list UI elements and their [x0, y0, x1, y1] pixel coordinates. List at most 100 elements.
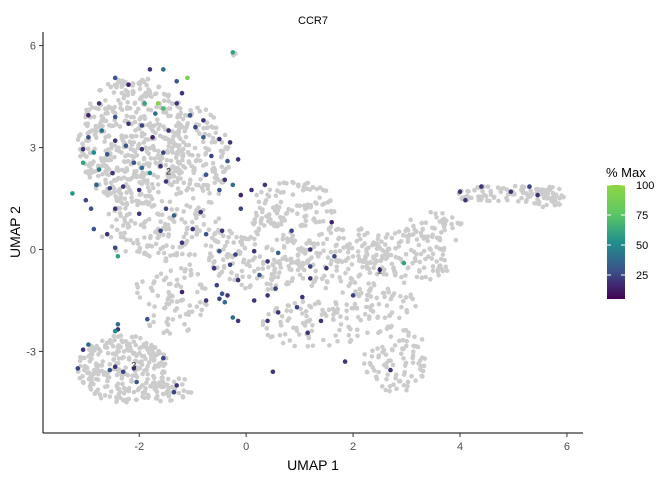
- cell-point: [99, 234, 105, 240]
- cell-point: [170, 150, 175, 155]
- cell-point: [160, 391, 166, 397]
- cell-point: [126, 224, 132, 229]
- cell-point: [349, 245, 355, 251]
- cell-point: [174, 192, 179, 197]
- cell-point: [290, 192, 296, 197]
- expressing-cell-point: [161, 106, 166, 111]
- cell-point: [147, 121, 153, 126]
- cell-point: [405, 383, 410, 389]
- cell-point: [129, 334, 135, 340]
- cell-point: [165, 322, 171, 328]
- cell-point: [208, 243, 214, 249]
- cell-point: [118, 231, 123, 236]
- cell-point: [141, 79, 147, 85]
- cell-point: [180, 251, 185, 257]
- cell-point: [156, 250, 161, 256]
- cell-point: [116, 386, 122, 392]
- cell-point: [175, 151, 181, 157]
- cell-point: [231, 240, 236, 245]
- cell-point: [385, 372, 391, 377]
- cell-point: [364, 297, 370, 303]
- cell-point: [121, 139, 127, 145]
- expressing-cell-point: [112, 75, 118, 81]
- cell-point: [336, 235, 342, 241]
- cell-point: [139, 133, 145, 139]
- cell-point: [182, 128, 188, 134]
- cell-point: [167, 331, 173, 336]
- cell-point: [155, 293, 161, 299]
- cell-point: [147, 188, 152, 194]
- cell-point: [419, 275, 425, 281]
- cell-point: [328, 261, 334, 267]
- cell-point: [348, 337, 354, 343]
- cell-point: [133, 342, 139, 348]
- cell-point: [273, 193, 279, 198]
- cell-point: [103, 118, 109, 124]
- cell-point: [341, 245, 347, 250]
- cell-point: [416, 361, 421, 366]
- cell-point: [520, 184, 525, 189]
- cell-point: [344, 308, 349, 314]
- cell-point: [387, 313, 392, 318]
- cell-point: [181, 180, 187, 185]
- cell-point: [147, 253, 152, 259]
- cell-point: [190, 187, 195, 192]
- expressing-cell-point: [86, 113, 91, 118]
- cell-point: [459, 196, 464, 201]
- cell-point: [291, 180, 296, 186]
- cell-point: [368, 362, 373, 368]
- cell-point: [259, 209, 265, 215]
- expressing-cell-point: [217, 136, 222, 142]
- cell-point: [307, 187, 313, 192]
- cell-point: [310, 343, 316, 349]
- cell-point: [287, 338, 293, 343]
- expressing-cell-point: [209, 153, 214, 159]
- cell-point: [122, 219, 128, 224]
- cell-point: [216, 191, 222, 197]
- expressing-cell-point: [190, 226, 195, 232]
- cell-point: [421, 248, 427, 254]
- expressing-cell-point: [235, 318, 241, 324]
- expressing-cell-point: [147, 67, 153, 72]
- expressing-cell-points: [70, 50, 540, 395]
- cell-point: [203, 286, 208, 291]
- cell-point: [491, 195, 497, 201]
- cell-point: [108, 180, 114, 186]
- cell-point: [161, 352, 167, 358]
- cell-point: [166, 144, 171, 149]
- cell-point: [275, 224, 280, 229]
- cell-point: [114, 227, 120, 233]
- cell-point: [264, 326, 270, 331]
- cell-point: [103, 98, 108, 103]
- cell-point: [158, 398, 163, 404]
- expressing-cell-point: [230, 50, 236, 55]
- cell-point: [187, 303, 193, 308]
- expressing-cell-point: [153, 111, 158, 116]
- cell-point: [453, 237, 459, 243]
- expressing-cell-point: [115, 322, 121, 327]
- cell-point: [440, 252, 446, 257]
- cell-point: [417, 259, 423, 265]
- cell-point: [418, 367, 423, 372]
- cell-point: [125, 92, 131, 98]
- cell-point: [419, 220, 425, 226]
- cell-point: [364, 369, 370, 375]
- cell-point: [285, 303, 291, 308]
- cell-point: [384, 249, 390, 254]
- cell-point: [256, 226, 262, 231]
- cell-point: [137, 249, 142, 254]
- cell-point: [409, 373, 414, 379]
- cell-point: [169, 384, 175, 390]
- expressing-cell-point: [136, 211, 142, 217]
- cell-point: [416, 242, 422, 248]
- y-tick-label: -3: [26, 346, 36, 358]
- cell-point: [112, 337, 117, 343]
- cell-point: [119, 135, 125, 141]
- cell-point: [392, 343, 398, 348]
- cell-point: [543, 192, 548, 198]
- cell-point: [135, 202, 140, 208]
- cluster-label: 3: [131, 360, 136, 370]
- x-tick-label: 0: [243, 441, 249, 453]
- cell-point: [102, 139, 107, 144]
- cell-point: [161, 225, 166, 231]
